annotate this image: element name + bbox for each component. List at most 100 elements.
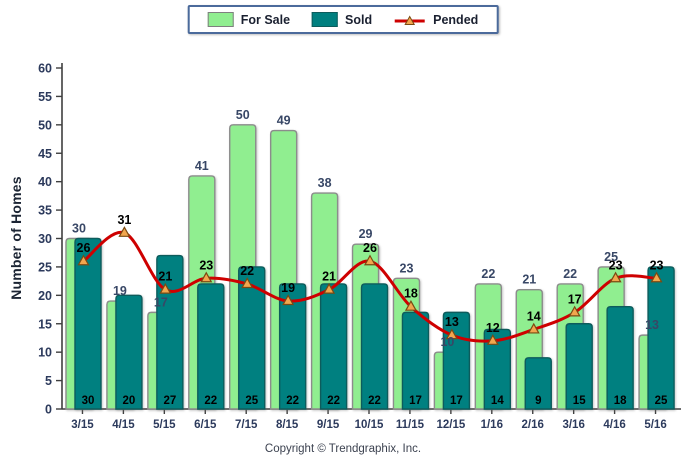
pended-point [159, 282, 172, 294]
copyright-text: Copyright © Trendgraphix, Inc. [264, 443, 422, 455]
for-sale-value-label: 25 [604, 250, 618, 264]
for-sale-value-label: 41 [195, 159, 209, 173]
x-tick-label: 5/16 [644, 419, 666, 431]
legend-label-for-sale: For Sale [240, 12, 291, 27]
x-tick-label: 4/16 [603, 419, 625, 431]
sold-bar [238, 266, 266, 410]
pended-value-label: 23 [650, 258, 664, 272]
for-sale-value-label: 17 [154, 295, 168, 309]
sold-value-label: 25 [245, 395, 258, 407]
sold-value-label: 17 [450, 395, 463, 407]
sold-value-label: 30 [82, 395, 95, 407]
x-tick-label: 12/15 [436, 419, 465, 431]
pended-value-label: 23 [609, 258, 623, 272]
sold-value-label: 22 [368, 395, 381, 407]
pended-point [527, 322, 540, 334]
pended-point [118, 226, 131, 237]
x-tick-label: 9/15 [317, 419, 340, 431]
x-tick-label: 10/15 [355, 419, 384, 431]
x-tick-label: 6/15 [194, 419, 217, 431]
pended-value-label: 22 [240, 264, 254, 278]
sold-bar [319, 283, 348, 410]
pended-point [486, 334, 499, 345]
pended-value-label: 26 [77, 241, 91, 255]
sold-bar [74, 237, 102, 410]
pended-value-label: 17 [568, 292, 582, 306]
sold-bar [401, 311, 430, 410]
for-sale-value-label: 21 [522, 273, 536, 287]
sold-bar [483, 328, 512, 410]
y-tick-label: 35 [38, 204, 52, 218]
for-sale-value-label: 10 [440, 335, 454, 349]
for-sale-value-label: 29 [359, 227, 373, 241]
sold-value-label: 22 [204, 395, 217, 407]
sold-value-label: 22 [286, 395, 299, 407]
pended-point [445, 328, 458, 340]
pended-value-label: 23 [199, 258, 213, 272]
legend-item-for-sale: For Sale [207, 12, 291, 27]
pended-value-label: 26 [363, 241, 377, 255]
x-tick-label: 7/15 [235, 419, 258, 431]
pended-value-label: 12 [486, 321, 500, 335]
for-sale-value-label: 22 [563, 267, 577, 281]
x-tick-label: 4/15 [112, 419, 135, 431]
y-tick-label: 40 [38, 175, 52, 189]
pended-point [77, 254, 90, 266]
sold-value-label: 27 [163, 395, 176, 407]
sold-value-label: 17 [409, 395, 422, 407]
pended-point [609, 271, 622, 283]
sold-value-label: 20 [123, 395, 136, 407]
legend-label-sold: Sold [345, 12, 373, 27]
y-tick-label: 60 [38, 62, 52, 76]
sold-bar [606, 306, 634, 410]
for-sale-value-label: 38 [318, 176, 332, 190]
y-tick-label: 25 [38, 260, 52, 274]
for-sale-value-label: 23 [400, 261, 414, 275]
legend-item-pended: Pended [394, 13, 478, 27]
for-sale-value-label: 22 [481, 267, 495, 281]
y-tick-label: 15 [38, 317, 52, 331]
sold-swatch-icon [312, 12, 339, 27]
legend: For Sale Sold Pended [187, 5, 499, 34]
y-tick-label: 20 [38, 289, 52, 303]
y-tick-label: 10 [38, 346, 52, 360]
sold-value-label: 22 [327, 395, 340, 407]
x-tick-label: 8/15 [276, 419, 299, 431]
sold-bar [156, 254, 184, 410]
x-tick-label: 3/16 [562, 419, 584, 431]
x-tick-label: 1/16 [481, 419, 503, 431]
pended-value-label: 13 [445, 315, 459, 329]
sold-value-label: 15 [573, 395, 586, 407]
sold-bar [197, 283, 225, 410]
legend-item-sold: Sold [312, 12, 372, 27]
pended-point [363, 254, 377, 266]
sold-bar [524, 357, 552, 410]
x-tick-label: 11/15 [396, 419, 425, 431]
y-tick-label: 5 [45, 374, 52, 388]
sold-bar [647, 266, 675, 410]
pended-value-label: 21 [158, 270, 172, 284]
pended-point [282, 294, 295, 306]
pended-value-label: 18 [404, 287, 418, 301]
y-tick-label: 0 [45, 403, 52, 417]
sold-bar [360, 283, 389, 410]
y-axis-title: Number of Homes [8, 176, 24, 300]
x-tick-label: 3/15 [71, 419, 94, 431]
for-sale-value-label: 30 [72, 222, 86, 236]
pended-value-label: 19 [281, 281, 295, 295]
for-sale-value-label: 13 [645, 318, 659, 332]
y-tick-label: 45 [38, 147, 52, 161]
pended-value-label: 14 [527, 309, 541, 323]
y-tick-label: 55 [38, 90, 52, 104]
y-tick-label: 30 [38, 232, 52, 246]
pended-point [241, 277, 254, 289]
sold-bar [278, 283, 307, 410]
y-tick-label: 50 [38, 118, 52, 132]
sold-bar [565, 323, 593, 410]
sold-value-label: 18 [614, 395, 627, 407]
sold-value-label: 14 [491, 395, 504, 407]
pended-value-label: 21 [322, 270, 336, 284]
pended-line-marker-icon [394, 14, 426, 26]
pended-point [568, 305, 581, 317]
for-sale-value-label: 50 [236, 108, 250, 122]
